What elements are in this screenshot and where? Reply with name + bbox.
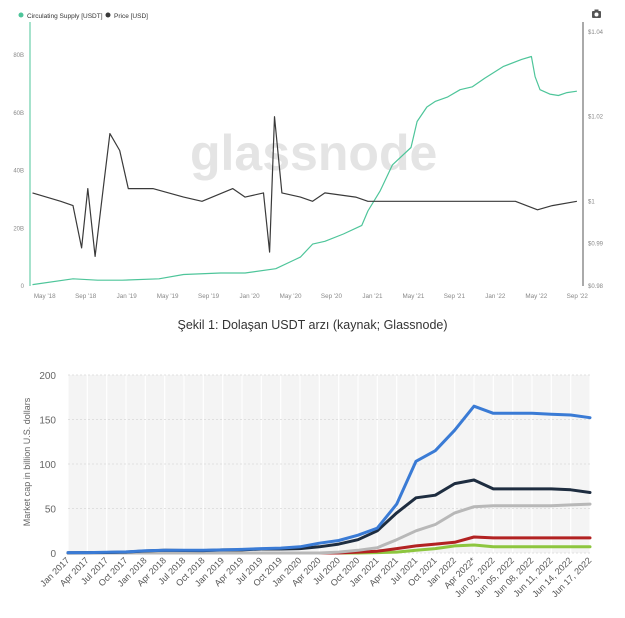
y-tick-label: 150 [39, 416, 56, 427]
watermark-text: glassnode [190, 125, 437, 181]
legend-label-price: Price [USD] [114, 13, 148, 20]
right-y-tick-label: $1.02 [588, 115, 604, 121]
legend-label-supply: Circulating Supply [USDT] [27, 13, 103, 20]
y-tick-label: 50 [45, 505, 57, 516]
x-tick-label: Sep '18 [75, 293, 97, 300]
gray-series-line [66, 502, 592, 555]
left-y-tick-label: 40B [13, 169, 24, 175]
left-y-tick-label: 20B [13, 226, 24, 232]
price-series-line [32, 116, 578, 257]
x-tick-label: Jan '20 [240, 293, 261, 300]
x-tick-label: Sep '19 [198, 293, 220, 300]
legend-marker-price [105, 12, 111, 18]
legend-marker-supply [18, 12, 24, 18]
left-y-tick-label: 60B [13, 111, 24, 117]
right-y-tick-label: $0.98 [588, 284, 604, 290]
x-tick-label: Sep '21 [444, 293, 466, 300]
right-y-tick-label: $1.04 [588, 30, 604, 36]
x-tick-label: May '18 [34, 293, 56, 300]
y-axis-label: Market cap in billion U.S. dollars [22, 397, 32, 526]
y-tick-label: 100 [39, 460, 56, 471]
left-y-tick-label: 80B [13, 53, 24, 59]
x-tick-label: May '21 [402, 293, 424, 300]
right-y-tick-label: $0.99 [588, 242, 604, 248]
y-tick-label: 0 [50, 549, 56, 560]
chart-legend: Circulating Supply [USDT] Price [USD] [18, 12, 148, 20]
supply-series-line [32, 55, 577, 286]
figure-1-caption: Şekil 1: Dolaşan USDT arzı (kaynak; Glas… [177, 318, 448, 332]
x-tick-label: Sep '20 [321, 293, 343, 300]
x-tick-label: Jan '22 [485, 293, 506, 300]
x-tick-label: May '22 [525, 293, 547, 300]
x-tick-label: Jan '21 [362, 293, 383, 300]
x-tick-label: May '19 [157, 293, 179, 300]
right-y-tick-label: $1 [588, 199, 595, 205]
usdt-supply-chart: Circulating Supply [USDT] Price [USD] gl… [13, 9, 604, 300]
blue-series-line [66, 404, 592, 555]
x-tick-label: Jan '19 [117, 293, 138, 300]
y-tick-label: 200 [39, 371, 56, 382]
x-tick-label: May '20 [280, 293, 302, 300]
camera-icon[interactable] [592, 9, 601, 19]
x-tick-label: Sep '22 [567, 293, 589, 300]
left-y-tick-label: 0 [21, 284, 25, 290]
